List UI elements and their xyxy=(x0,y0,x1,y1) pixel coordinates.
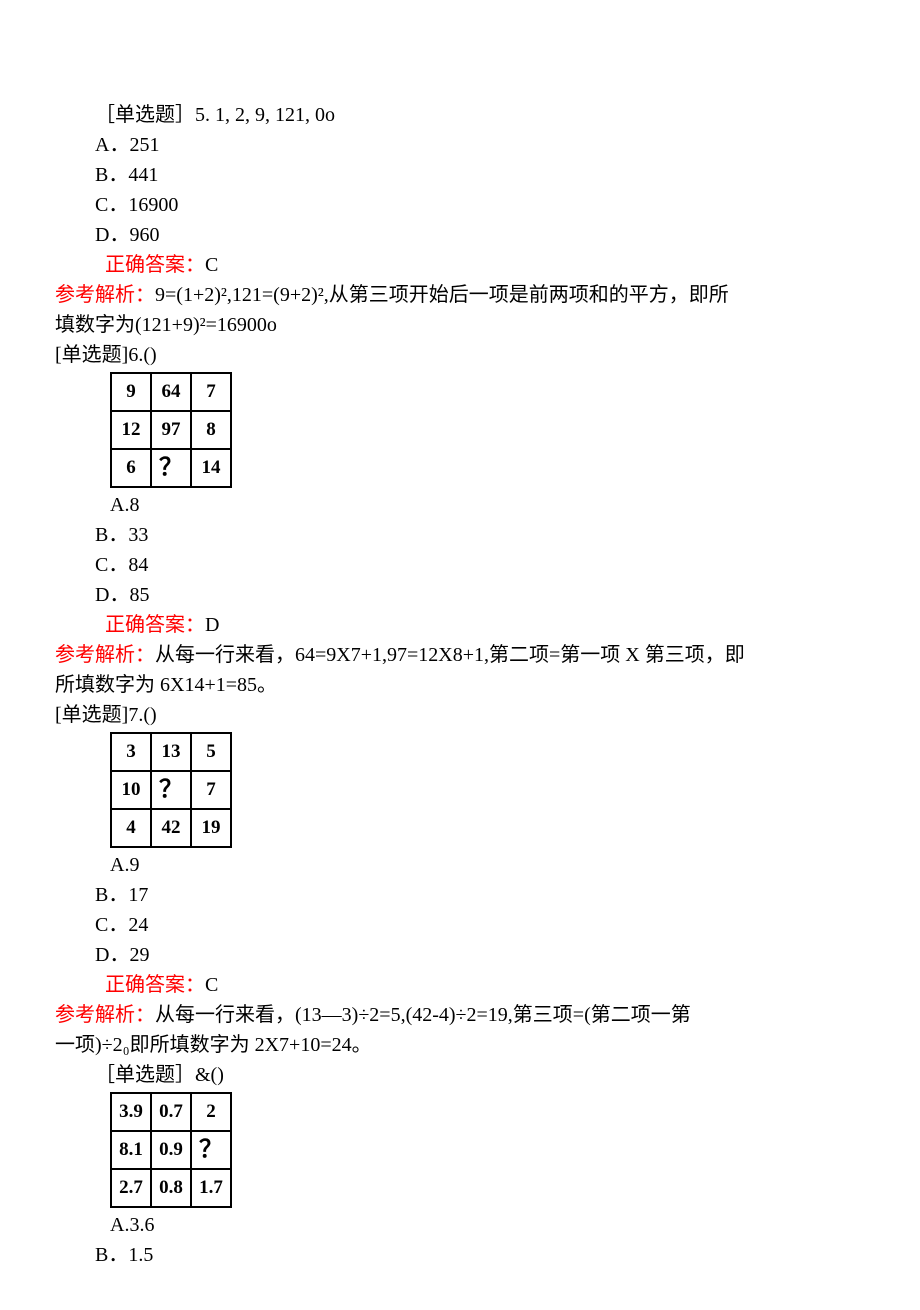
table-row: 12 97 8 xyxy=(111,411,231,449)
grid-cell: 0.7 xyxy=(151,1093,191,1131)
q6-option-b[interactable]: B．33 xyxy=(95,520,865,550)
grid-cell: 14 xyxy=(191,449,231,487)
grid-cell: 13 xyxy=(151,733,191,771)
grid-cell: 9 xyxy=(111,373,151,411)
table-row: 10 ？ 7 xyxy=(111,771,231,809)
q8-option-b[interactable]: B．1.5 xyxy=(95,1240,865,1270)
q5-explain-line2: 填数字为(121+9)²=16900o xyxy=(55,310,865,340)
q5-answer-value: C xyxy=(205,254,218,276)
q7-grid: 3 13 5 10 ？ 7 4 42 19 xyxy=(110,732,232,848)
grid-cell-qmark: ？ xyxy=(151,449,191,487)
q6-answer: 正确答案：D xyxy=(105,610,865,640)
grid-cell: 10 xyxy=(111,771,151,809)
table-row: 3 13 5 xyxy=(111,733,231,771)
q6-explain-line1: 参考解析：从每一行来看，64=9X7+1,97=12X8+1,第二项=第一项 X… xyxy=(55,640,865,670)
q5-option-c[interactable]: C．16900 xyxy=(95,190,865,220)
grid-cell: 0.9 xyxy=(151,1131,191,1169)
q6-grid: 9 64 7 12 97 8 6 ？ 14 xyxy=(110,372,232,488)
grid-cell: 64 xyxy=(151,373,191,411)
q6-option-a[interactable]: A.8 xyxy=(110,490,865,520)
q5-prompt: ［单选题］5. 1, 2, 9, 121, 0o xyxy=(95,100,865,130)
q6-answer-label: 正确答案： xyxy=(105,614,205,636)
q6-prompt: [单选题]6.() xyxy=(55,340,865,370)
q6-option-d[interactable]: D．85 xyxy=(95,580,865,610)
question-mark-icon: ？ xyxy=(159,776,183,803)
q5-explain-label: 参考解析： xyxy=(55,284,155,306)
q7-option-c[interactable]: C．24 xyxy=(95,910,865,940)
grid-cell: 1.7 xyxy=(191,1169,231,1207)
q5-answer: 正确答案：C xyxy=(105,250,865,280)
grid-cell: 42 xyxy=(151,809,191,847)
question-mark-icon: ？ xyxy=(159,454,183,481)
q6-answer-value: D xyxy=(205,614,219,636)
q6-explain-text1: 从每一行来看，64=9X7+1,97=12X8+1,第二项=第一项 X 第三项，… xyxy=(155,644,745,666)
grid-cell: 8 xyxy=(191,411,231,449)
q7-answer: 正确答案：C xyxy=(105,970,865,1000)
table-row: 2.7 0.8 1.7 xyxy=(111,1169,231,1207)
q5-option-d[interactable]: D．960 xyxy=(95,220,865,250)
table-row: 9 64 7 xyxy=(111,373,231,411)
q7-explain-label: 参考解析： xyxy=(55,1004,155,1026)
q7-prompt: [单选题]7.() xyxy=(55,700,865,730)
grid-cell: 97 xyxy=(151,411,191,449)
q5-option-a[interactable]: A．251 xyxy=(95,130,865,160)
table-row: 4 42 19 xyxy=(111,809,231,847)
grid-cell: 2 xyxy=(191,1093,231,1131)
grid-cell-qmark: ？ xyxy=(151,771,191,809)
grid-cell: 6 xyxy=(111,449,151,487)
q7-answer-value: C xyxy=(205,974,218,996)
grid-cell: 3 xyxy=(111,733,151,771)
q7-answer-label: 正确答案： xyxy=(105,974,205,996)
grid-cell: 12 xyxy=(111,411,151,449)
grid-cell: 0.8 xyxy=(151,1169,191,1207)
table-row: 3.9 0.7 2 xyxy=(111,1093,231,1131)
q8-prompt: ［单选题］&() xyxy=(95,1060,865,1090)
table-row: 6 ？ 14 xyxy=(111,449,231,487)
grid-cell: 5 xyxy=(191,733,231,771)
grid-cell: 19 xyxy=(191,809,231,847)
grid-cell: 7 xyxy=(191,771,231,809)
grid-cell: 3.9 xyxy=(111,1093,151,1131)
grid-cell: 7 xyxy=(191,373,231,411)
question-mark-icon: ？ xyxy=(199,1136,223,1163)
grid-cell-qmark: ？ xyxy=(191,1131,231,1169)
q7-explain-text1: 从每一行来看，(13—3)÷2=5,(42-4)÷2=19,第三项=(第二项一第 xyxy=(155,1004,691,1026)
grid-cell: 2.7 xyxy=(111,1169,151,1207)
q6-option-c[interactable]: C．84 xyxy=(95,550,865,580)
q7-option-d[interactable]: D．29 xyxy=(95,940,865,970)
q5-explain-line1: 参考解析：9=(1+2)²,121=(9+2)²,从第三项开始后一项是前两项和的… xyxy=(55,280,865,310)
q6-explain-line2: 所填数字为 6X14+1=85。 xyxy=(55,670,865,700)
q5-option-b[interactable]: B．441 xyxy=(95,160,865,190)
q7-explain-line2: 一项)÷2₀即所填数字为 2X7+10=24。 xyxy=(55,1030,865,1060)
q8-option-a[interactable]: A.3.6 xyxy=(110,1210,865,1240)
q7-option-b[interactable]: B．17 xyxy=(95,880,865,910)
table-row: 8.1 0.9 ？ xyxy=(111,1131,231,1169)
q7-option-a[interactable]: A.9 xyxy=(110,850,865,880)
q5-answer-label: 正确答案： xyxy=(105,254,205,276)
q5-explain-text1: 9=(1+2)²,121=(9+2)²,从第三项开始后一项是前两项和的平方，即所 xyxy=(155,284,729,306)
q7-explain-line1: 参考解析：从每一行来看，(13—3)÷2=5,(42-4)÷2=19,第三项=(… xyxy=(55,1000,865,1030)
q8-grid: 3.9 0.7 2 8.1 0.9 ？ 2.7 0.8 1.7 xyxy=(110,1092,232,1208)
grid-cell: 4 xyxy=(111,809,151,847)
grid-cell: 8.1 xyxy=(111,1131,151,1169)
q6-explain-label: 参考解析： xyxy=(55,644,155,666)
